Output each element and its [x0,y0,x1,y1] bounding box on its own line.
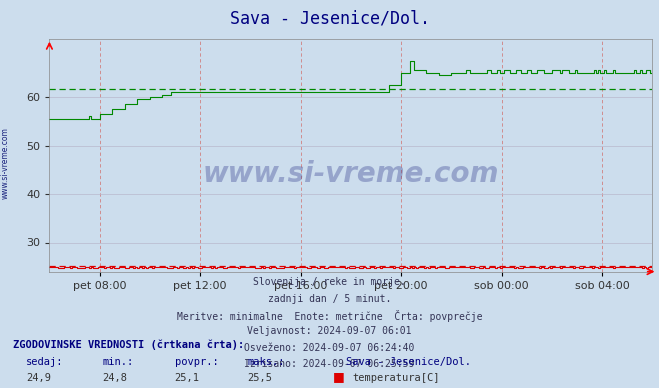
Text: ■: ■ [333,386,345,388]
Text: Izrisano: 2024-09-07 06:25:59: Izrisano: 2024-09-07 06:25:59 [244,359,415,369]
Text: ZGODOVINSKE VREDNOSTI (črtkana črta):: ZGODOVINSKE VREDNOSTI (črtkana črta): [13,340,244,350]
Text: Veljavnost: 2024-09-07 06:01: Veljavnost: 2024-09-07 06:01 [247,326,412,336]
Text: 25,5: 25,5 [247,373,272,383]
Text: Slovenija / reke in morje.: Slovenija / reke in morje. [253,277,406,288]
Text: www.si-vreme.com: www.si-vreme.com [1,127,10,199]
Text: min.:: min.: [102,357,133,367]
Text: sedaj:: sedaj: [26,357,64,367]
Text: www.si-vreme.com: www.si-vreme.com [203,160,499,188]
Text: Sava - Jesenice/Dol.: Sava - Jesenice/Dol. [346,357,471,367]
Text: 24,9: 24,9 [26,373,51,383]
Text: 25,1: 25,1 [175,373,200,383]
Text: Meritve: minimalne  Enote: metrične  Črta: povprečje: Meritve: minimalne Enote: metrične Črta:… [177,310,482,322]
Text: ■: ■ [333,370,345,383]
Text: Osveženo: 2024-09-07 06:24:40: Osveženo: 2024-09-07 06:24:40 [244,343,415,353]
Text: povpr.:: povpr.: [175,357,218,367]
Text: maks.:: maks.: [247,357,285,367]
Text: temperatura[C]: temperatura[C] [353,373,440,383]
Text: 24,8: 24,8 [102,373,127,383]
Text: Sava - Jesenice/Dol.: Sava - Jesenice/Dol. [229,10,430,28]
Text: zadnji dan / 5 minut.: zadnji dan / 5 minut. [268,294,391,304]
